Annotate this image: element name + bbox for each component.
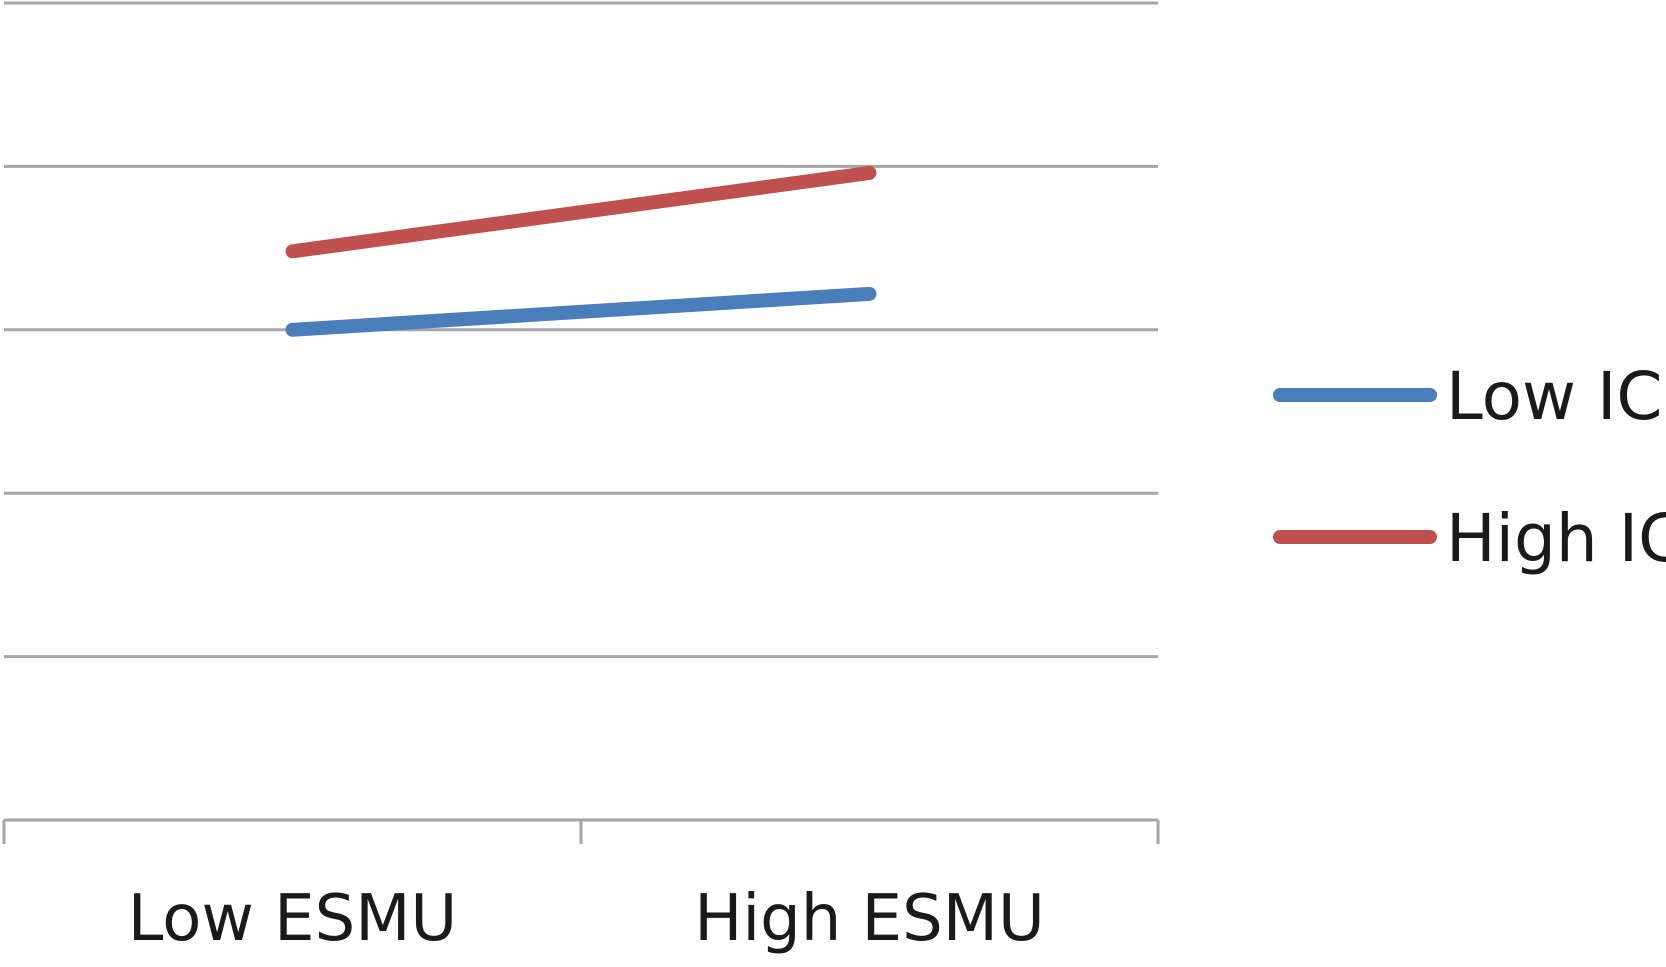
series-line <box>285 165 877 259</box>
x-tick-label: Low ESMU <box>128 882 458 956</box>
series-layer <box>285 165 877 337</box>
gridlines <box>4 1 1158 659</box>
series-line <box>285 286 877 337</box>
x-axis: Low ESMU High ESMU <box>2 818 1160 956</box>
x-tick-label: High ESMU <box>694 882 1045 956</box>
legend-label: Low IC <box>1446 358 1663 435</box>
legend-label: High IC <box>1446 500 1666 577</box>
legend: Low IC High IC <box>1273 358 1666 577</box>
